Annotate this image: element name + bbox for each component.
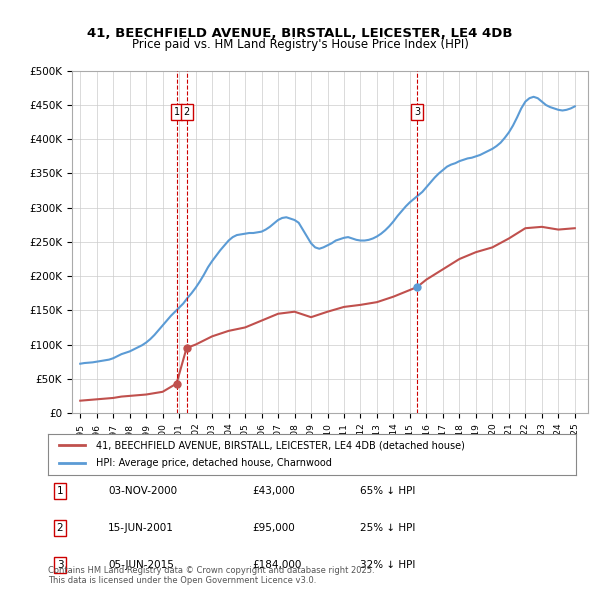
Text: 1: 1: [56, 486, 64, 496]
Text: Contains HM Land Registry data © Crown copyright and database right 2025.
This d: Contains HM Land Registry data © Crown c…: [48, 566, 374, 585]
Text: £43,000: £43,000: [252, 486, 295, 496]
Text: 41, BEECHFIELD AVENUE, BIRSTALL, LEICESTER, LE4 4DB (detached house): 41, BEECHFIELD AVENUE, BIRSTALL, LEICEST…: [95, 440, 464, 450]
Text: 2: 2: [184, 107, 190, 117]
Text: £184,000: £184,000: [252, 560, 301, 570]
Text: 25% ↓ HPI: 25% ↓ HPI: [360, 523, 415, 533]
Text: 05-JUN-2015: 05-JUN-2015: [108, 560, 174, 570]
Text: 15-JUN-2001: 15-JUN-2001: [108, 523, 174, 533]
Text: 41, BEECHFIELD AVENUE, BIRSTALL, LEICESTER, LE4 4DB: 41, BEECHFIELD AVENUE, BIRSTALL, LEICEST…: [87, 27, 513, 40]
Text: 32% ↓ HPI: 32% ↓ HPI: [360, 560, 415, 570]
Text: 2: 2: [56, 523, 64, 533]
Text: Price paid vs. HM Land Registry's House Price Index (HPI): Price paid vs. HM Land Registry's House …: [131, 38, 469, 51]
Text: 3: 3: [414, 107, 420, 117]
Text: £95,000: £95,000: [252, 523, 295, 533]
Text: 65% ↓ HPI: 65% ↓ HPI: [360, 486, 415, 496]
Text: 1: 1: [173, 107, 179, 117]
Text: 03-NOV-2000: 03-NOV-2000: [108, 486, 177, 496]
Text: 3: 3: [56, 560, 64, 570]
Text: HPI: Average price, detached house, Charnwood: HPI: Average price, detached house, Char…: [95, 458, 331, 468]
